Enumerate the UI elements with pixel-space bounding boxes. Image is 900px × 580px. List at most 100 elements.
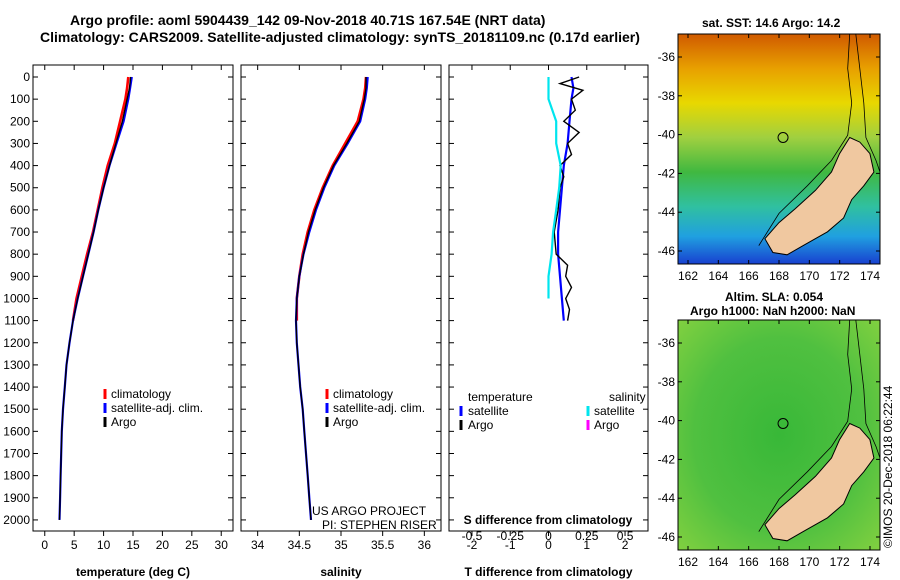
map-x-tick-label: 164: [708, 269, 728, 283]
s-tick-label: 0.5: [617, 529, 634, 543]
bathymetry-contour: [855, 33, 881, 173]
x-tick-label: 35.5: [371, 538, 395, 552]
x-tick-label: 10: [97, 538, 111, 552]
y-tick-label: 100: [10, 92, 30, 106]
map-y-tick-label: -42: [658, 452, 676, 466]
x-tick-label: 1: [583, 538, 590, 552]
map-x-tick-label: 172: [830, 555, 850, 569]
map-x-tick-label: 172: [830, 269, 850, 283]
south-island-land: [764, 422, 875, 542]
y-tick-label: 1200: [3, 336, 30, 350]
map-x-tick-label: 162: [678, 555, 698, 569]
y-tick-label: 800: [10, 247, 30, 261]
argo-float-position-marker: [777, 132, 789, 143]
map-x-tick-label: 170: [799, 269, 819, 283]
map-land-group: [758, 319, 881, 542]
s-tick-label: -0.5: [462, 529, 483, 543]
legend-header-temperature: temperature: [468, 390, 533, 404]
y-tick-label: 900: [10, 269, 30, 283]
bathymetry-contour: [855, 319, 881, 459]
x-tick-label: 30: [215, 538, 229, 552]
y-tick-label: 1600: [3, 424, 30, 438]
x-tick-label: -1: [505, 538, 516, 552]
map-y-tick-label: -44: [658, 205, 676, 219]
y-tick-label: 1800: [3, 469, 30, 483]
map-x-tick-label: 170: [799, 555, 819, 569]
y-tick-label: 1300: [3, 358, 30, 372]
x-tick-label: 34.5: [288, 538, 312, 552]
x-tick-label: 34: [251, 538, 265, 552]
bathymetry-contour: [758, 319, 853, 532]
x-tick-label: 15: [126, 538, 140, 552]
series-line-argo: [295, 77, 367, 520]
x-tick-label: 2: [622, 538, 629, 552]
y-tick-label: 600: [10, 203, 30, 217]
argo-float-position-marker: [777, 418, 789, 429]
series-line-argo: [58, 76, 132, 520]
legend-header-salinity: salinity: [609, 390, 646, 404]
x-tick-label: 20: [156, 538, 170, 552]
x-tick-label: -2: [467, 538, 478, 552]
map-x-tick-label: 162: [678, 269, 698, 283]
map-y-tick-label: -44: [658, 491, 676, 505]
series-line-s-satellite: [547, 77, 562, 299]
legend-label: satellite: [468, 404, 509, 418]
s-axis-label: S difference from climatology: [464, 513, 633, 527]
map-x-tick-label: 164: [708, 555, 728, 569]
legend-label: satellite-adj. clim.: [111, 401, 203, 415]
map-y-tick-label: -36: [658, 50, 676, 64]
y-tick-label: 1100: [4, 314, 30, 328]
x-axis-label: temperature (deg C): [76, 565, 190, 579]
map-x-tick-label: 166: [739, 555, 759, 569]
map-y-tick-label: -46: [658, 244, 676, 258]
y-tick-label: 1400: [3, 380, 30, 394]
series-line-satellite-adj-clim-: [58, 76, 133, 520]
y-tick-label: 0: [23, 70, 30, 84]
map-x-tick-label: 168: [769, 555, 789, 569]
map-y-tick-label: -38: [658, 375, 676, 389]
x-tick-label: 25: [185, 538, 199, 552]
legend-label: Argo: [594, 418, 620, 432]
map-x-tick-label: 174: [860, 555, 880, 569]
series-line-climatology: [71, 76, 130, 321]
x-tick-label: 0: [41, 538, 48, 552]
x-axis-label: T difference from climatology: [464, 565, 632, 579]
map-y-tick-label: -42: [658, 166, 676, 180]
series-line-t-argo: [553, 76, 585, 321]
legend-label: climatology: [333, 387, 393, 401]
y-tick-label: 500: [10, 181, 30, 195]
s-tick-label: 0: [545, 529, 552, 543]
s-tick-label: -0.25: [497, 529, 525, 543]
south-island-land: [764, 136, 875, 256]
project-annotation: US ARGO PROJECT: [312, 504, 427, 518]
x-tick-label: 0: [545, 538, 552, 552]
y-tick-label: 1000: [3, 291, 30, 305]
chart-title-line2: Climatology: CARS2009. Satellite-adjuste…: [40, 29, 640, 45]
imos-credit: ©IMOS 20-Dec-2018 06:22:44: [881, 385, 895, 548]
map-y-tick-label: -36: [658, 336, 676, 350]
x-tick-label: 35: [334, 538, 348, 552]
series-line-climatology: [295, 76, 368, 321]
x-axis-label: salinity: [320, 565, 362, 579]
map-x-tick-label: 168: [769, 269, 789, 283]
legend-label: satellite: [594, 404, 635, 418]
sla-map-title-line1: Altim. SLA: 0.054: [725, 290, 824, 304]
legend-label: Argo: [111, 415, 137, 429]
pi-annotation: PI: STEPHEN RISER: [322, 518, 437, 532]
series-line-satellite-adj-clim-: [294, 76, 369, 520]
map-x-tick-label: 174: [860, 269, 880, 283]
map-y-tick-label: -38: [658, 89, 676, 103]
s-tick-label: 0.25: [575, 529, 599, 543]
y-tick-label: 1700: [3, 446, 30, 460]
x-tick-label: 36: [418, 538, 432, 552]
x-tick-label: 5: [71, 538, 78, 552]
plot-frame-salinity-panel: [240, 64, 442, 532]
sst-map-title: sat. SST: 14.6 Argo: 14.2: [702, 16, 841, 30]
bathymetry-contour: [758, 33, 853, 246]
y-tick-label: 1900: [3, 491, 30, 505]
map-y-tick-label: -46: [658, 530, 676, 544]
y-tick-label: 300: [10, 136, 30, 150]
legend-label: satellite-adj. clim.: [333, 401, 425, 415]
y-tick-label: 2000: [3, 513, 30, 527]
